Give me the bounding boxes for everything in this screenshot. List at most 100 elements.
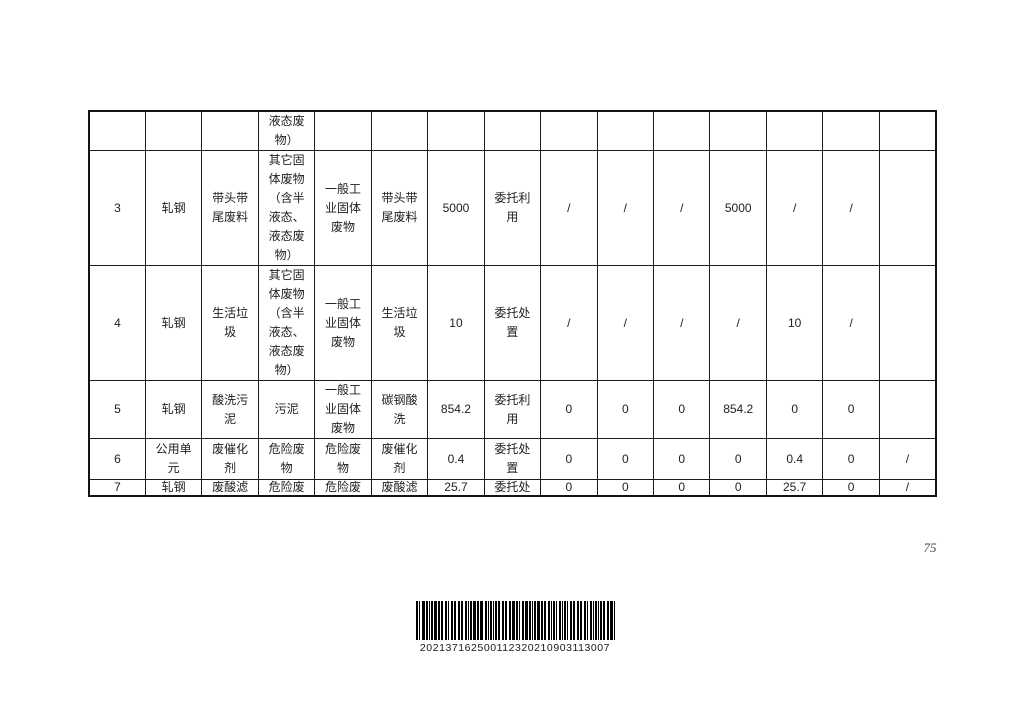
table-cell: 10 <box>427 265 485 381</box>
table-cell: 0 <box>709 438 767 480</box>
table-cell: 危险废 <box>257 479 316 497</box>
table-row: 液态废 物） <box>88 110 937 151</box>
table-cell: 4 <box>88 265 146 381</box>
table-cell: 7 <box>88 479 146 497</box>
table-cell: 生活垃 圾 <box>201 265 259 381</box>
table-cell: / <box>822 150 880 266</box>
table-cell: 0 <box>540 479 598 497</box>
table-cell: 一般工 业固体 废物 <box>314 150 372 266</box>
table-cell <box>540 110 598 151</box>
table-cell: 25.7 <box>765 479 824 497</box>
table-cell: 10 <box>765 265 824 381</box>
table-cell: 5000 <box>709 150 767 266</box>
table-cell <box>878 110 937 151</box>
table-cell: 废催化 剂 <box>370 438 429 480</box>
table-cell: 危险废 <box>314 479 372 497</box>
table-cell: 0.4 <box>427 438 485 480</box>
table-cell: 0 <box>653 479 711 497</box>
barcode-number: 202137162500112320210903113007 <box>419 642 611 654</box>
table-cell <box>653 110 711 151</box>
table-cell <box>878 265 937 381</box>
table-cell: 0 <box>540 438 598 480</box>
table-cell <box>314 110 372 151</box>
table-cell: 污泥 <box>257 380 316 439</box>
table-cell: / <box>765 150 824 266</box>
table-cell: 废催化 剂 <box>201 438 259 480</box>
table-cell: 危险废 物 <box>257 438 316 480</box>
table-cell <box>144 110 203 151</box>
table-cell: 0 <box>596 479 655 497</box>
table-cell: 委托利 用 <box>483 150 542 266</box>
table-cell <box>822 110 880 151</box>
table-cell: 0 <box>709 479 767 497</box>
table-cell <box>483 110 542 151</box>
table-cell: 6 <box>88 438 146 480</box>
table-cell: 轧钢 <box>144 380 203 439</box>
table-cell: 0.4 <box>765 438 824 480</box>
table-cell: 碳钢酸 洗 <box>370 380 429 439</box>
table-cell: 危险废 物 <box>314 438 372 480</box>
table-cell: 0 <box>596 438 655 480</box>
table-cell: 一般工 业固体 废物 <box>314 380 372 439</box>
table-cell: 酸洗污 泥 <box>201 380 259 439</box>
table-cell: 委托处 置 <box>483 438 542 480</box>
table-cell: 3 <box>88 150 146 266</box>
table-cell <box>878 380 937 439</box>
table-cell <box>201 110 259 151</box>
table-cell: 25.7 <box>427 479 485 497</box>
table-cell: / <box>540 150 598 266</box>
table-cell: 5000 <box>427 150 485 266</box>
table-cell <box>765 110 824 151</box>
table-cell: 带头带 尾废料 <box>370 150 429 266</box>
barcode: 202137162500112320210903113007 <box>404 601 626 654</box>
table-cell: / <box>878 479 937 497</box>
table-cell: / <box>596 265 655 381</box>
table-cell <box>427 110 485 151</box>
table-cell: 0 <box>653 438 711 480</box>
table-row: 7 轧钢 废酸滤 危险废 危险废 废酸滤 25.7 委托处 0 0 0 0 25.7 0/ <box>88 479 937 497</box>
table-cell: 公用单 元 <box>144 438 203 480</box>
table-cell: 0 <box>822 479 880 497</box>
table-cell: 854.2 <box>709 380 767 439</box>
table-cell: / <box>653 150 711 266</box>
table-row: 3 轧钢 带头带 尾废料 其它固 体废物 （含半 液态、 液态废 物） 一般工 业固体 … <box>88 150 937 266</box>
table-cell <box>370 110 429 151</box>
table-cell <box>709 110 767 151</box>
table-cell: / <box>822 265 880 381</box>
barcode-bars-icon <box>404 601 626 640</box>
table-cell: 一般工 业固体 废物 <box>314 265 372 381</box>
table-cell: 委托处 置 <box>483 265 542 381</box>
table-cell: / <box>540 265 598 381</box>
table-cell: / <box>596 150 655 266</box>
table-row: 6 公用单 元废催化 剂危险废 物危险废 物废催化 剂 0.4 委托处 置 0 0 0 0 0.… <box>88 438 937 480</box>
table-cell: 0 <box>596 380 655 439</box>
table-cell: 轧钢 <box>144 479 203 497</box>
waste-table: 液态废 物） 3 轧钢 带头带 尾废料 其它固 体废物 （含半 液态、 液态废 物） 一般… <box>88 110 937 497</box>
table-cell: 0 <box>822 438 880 480</box>
table-cell: 废酸滤 <box>370 479 429 497</box>
table-cell: / <box>878 438 937 480</box>
table-cell: / <box>709 265 767 381</box>
table-cell: 轧钢 <box>144 150 203 266</box>
table-cell: 带头带 尾废料 <box>201 150 259 266</box>
table-cell: 854.2 <box>427 380 485 439</box>
table-cell: 0 <box>765 380 824 439</box>
table-cell: 轧钢 <box>144 265 203 381</box>
table-cell: / <box>653 265 711 381</box>
table-cell: 5 <box>88 380 146 439</box>
table-row: 5 轧钢 酸洗污 泥污泥 一般工 业固体 废物 碳钢酸 洗 854.2 委托利 用 0 0 0 85… <box>88 380 937 439</box>
table-cell <box>878 150 937 266</box>
table-cell <box>596 110 655 151</box>
table-cell: 其它固 体废物 （含半 液态、 液态废 物） <box>257 150 316 266</box>
table-cell: 液态废 物） <box>257 110 316 151</box>
table-cell: 0 <box>540 380 598 439</box>
page-number: 75 <box>923 540 937 555</box>
table-cell: 生活垃 圾 <box>370 265 429 381</box>
table-cell: 其它固 体废物 （含半 液态、 液态废 物） <box>257 265 316 381</box>
table-cell <box>88 110 146 151</box>
waste-table-body: 液态废 物） 3 轧钢 带头带 尾废料 其它固 体废物 （含半 液态、 液态废 物） 一般… <box>88 110 937 497</box>
table-cell: 0 <box>653 380 711 439</box>
table-cell: 委托处 <box>483 479 542 497</box>
table-cell: 0 <box>822 380 880 439</box>
